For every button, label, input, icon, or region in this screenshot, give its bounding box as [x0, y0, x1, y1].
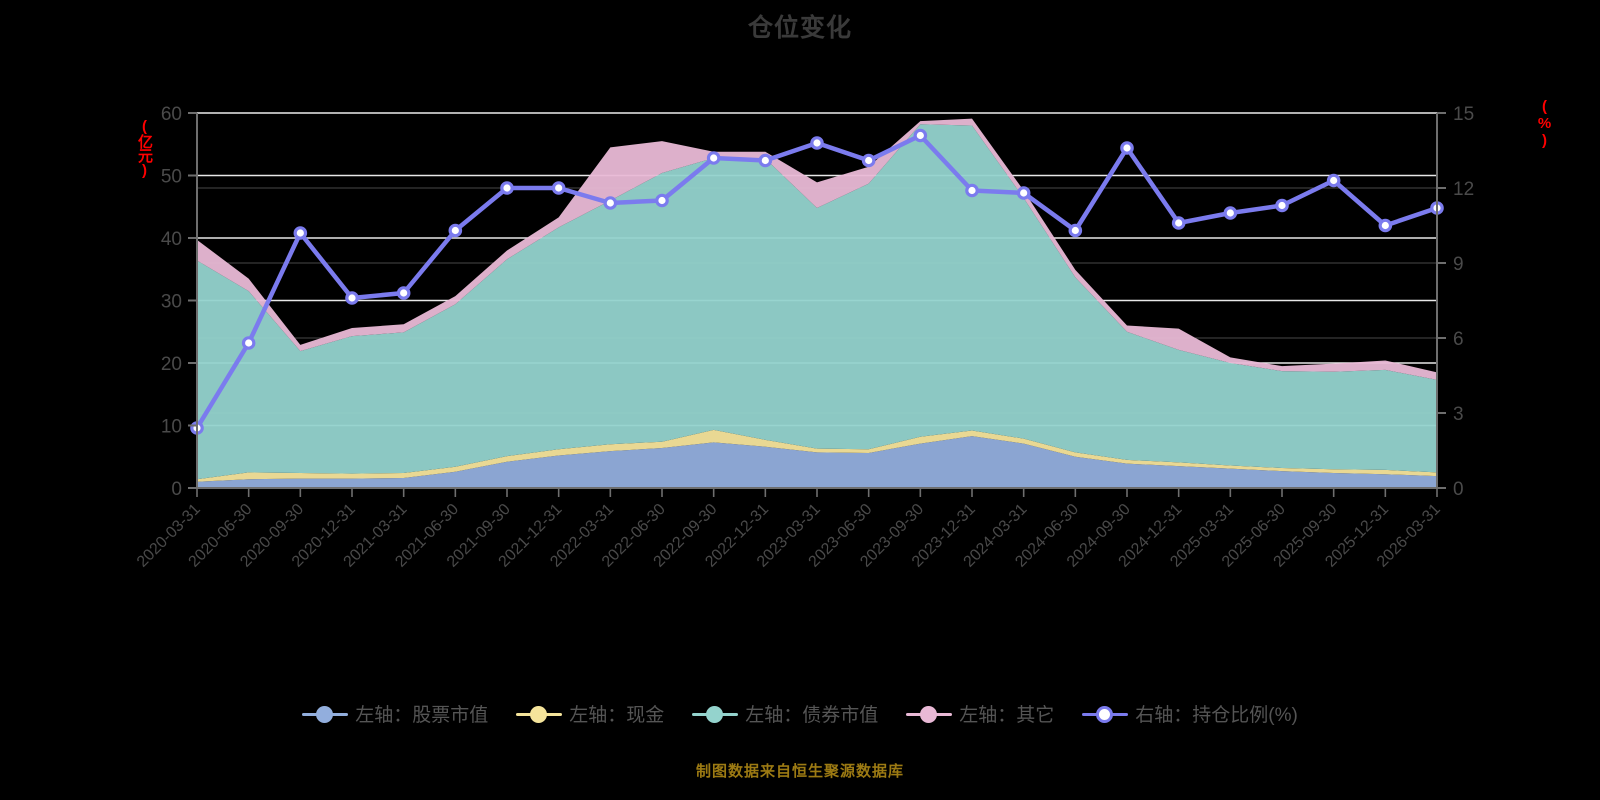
legend-marker-icon: [302, 703, 349, 725]
legend-item-1[interactable]: 左轴：现金: [516, 700, 664, 727]
percent-point: [1171, 216, 1186, 230]
percent-point: [913, 128, 928, 143]
y-axis-tick-label: 50: [161, 167, 182, 188]
area-series-0: [197, 436, 1437, 488]
percent-point: [965, 183, 979, 198]
legend-item-3[interactable]: 左轴：其它: [906, 700, 1054, 727]
legend-label: 左轴：现金: [569, 705, 665, 726]
legend-marker-icon: [516, 703, 563, 725]
percent-point: [551, 181, 566, 195]
legend-label: 右轴：持仓比例(%): [1135, 705, 1298, 726]
chart-svg: 0102030405060036912152020-03-312020-06-3…: [134, 104, 1474, 571]
percent-point: [706, 151, 721, 165]
y-axis-tick-label: 0: [171, 479, 182, 500]
y2-axis-tick-label: 3: [1453, 404, 1464, 425]
percent-point: [345, 291, 359, 305]
area-series-2: [197, 124, 1437, 480]
y2-axis-tick-label: 9: [1453, 254, 1464, 275]
percent-point: [293, 226, 308, 240]
y-axis-tick-label: 60: [161, 104, 182, 125]
legend-marker-icon: [692, 703, 739, 725]
percent-point: [861, 153, 876, 168]
percent-point: [1378, 218, 1393, 233]
y2-axis-tick-label: 0: [1453, 479, 1464, 500]
legend-marker-icon: [1082, 703, 1129, 725]
percent-point: [603, 196, 618, 210]
y2-axis-tick-label: 12: [1453, 179, 1474, 200]
footer-note: 制图数据来自恒生聚源数据库: [695, 763, 904, 780]
percent-point: [500, 181, 514, 195]
percent-point: [1326, 173, 1341, 188]
percent-point: [1223, 206, 1238, 220]
percent-point: [1016, 186, 1031, 200]
percent-point: [1120, 141, 1134, 155]
percent-point: [241, 336, 256, 350]
legend-item-0[interactable]: 左轴：股票市值: [302, 700, 488, 727]
percent-point: [396, 286, 411, 300]
percent-point: [1275, 198, 1289, 213]
y-axis-tick-label: 20: [161, 354, 182, 375]
right-axis-unit-label: (%): [1536, 98, 1553, 149]
left-axis-unit-label: (亿元): [136, 118, 153, 178]
legend-label: 左轴：债券市值: [745, 705, 879, 726]
y-axis-tick-label: 40: [161, 229, 182, 250]
percent-point: [758, 153, 773, 168]
percent-point: [655, 193, 669, 208]
percent-point: [1068, 223, 1083, 238]
legend-item-4[interactable]: 右轴：持仓比例(%): [1082, 700, 1298, 727]
y2-axis-tick-label: 15: [1453, 104, 1474, 125]
y-axis-tick-label: 10: [161, 417, 182, 438]
chart-legend: 左轴：股票市值 左轴：现金 左轴：债券市值 左轴：其它 右轴：持仓比例(%): [0, 700, 1600, 727]
y-axis-tick-label: 30: [161, 292, 182, 313]
legend-item-2[interactable]: 左轴：债券市值: [692, 700, 878, 727]
area-series-1: [197, 429, 1437, 482]
percent-point: [810, 136, 824, 150]
legend-marker-icon: [906, 703, 953, 725]
percent-point: [448, 223, 463, 238]
legend-label: 左轴：其它: [959, 705, 1055, 726]
y2-axis-tick-label: 6: [1453, 329, 1464, 350]
page-title: 仓位变化: [747, 14, 852, 42]
legend-label: 左轴：股票市值: [355, 705, 489, 726]
